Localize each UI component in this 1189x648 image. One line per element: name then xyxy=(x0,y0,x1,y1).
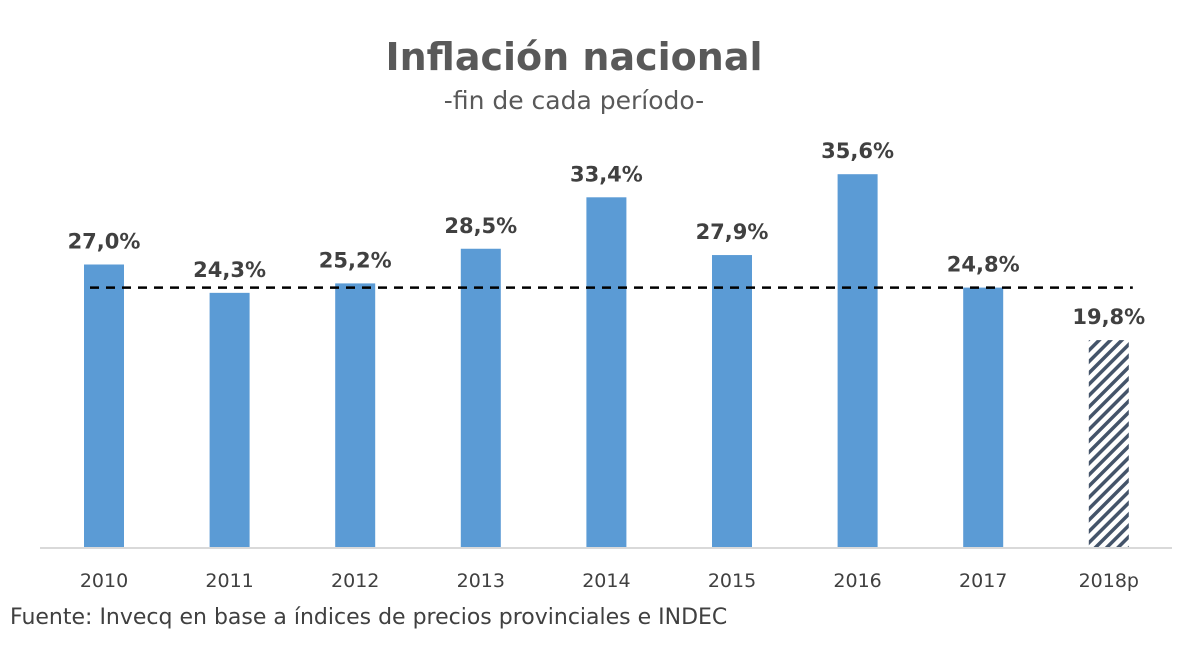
bar-2013 xyxy=(460,248,501,548)
x-tick-2011: 2011 xyxy=(205,570,253,592)
x-tick-2012: 2012 xyxy=(331,570,379,592)
data-label-2016: 35,6% xyxy=(821,139,894,163)
x-tick-2014: 2014 xyxy=(582,570,630,592)
x-tick-2017: 2017 xyxy=(959,570,1007,592)
x-tick-2010: 2010 xyxy=(80,570,128,592)
data-label-2015: 27,9% xyxy=(696,220,769,244)
bar-2012 xyxy=(335,283,376,548)
data-label-2017: 24,8% xyxy=(947,253,1020,277)
bar-2014 xyxy=(586,197,627,549)
bar-2015 xyxy=(712,255,752,549)
bar-2010 xyxy=(84,264,124,548)
x-tick-2015: 2015 xyxy=(708,570,756,592)
data-label-2011: 24,3% xyxy=(193,258,266,282)
bar-2016 xyxy=(837,174,878,548)
data-label-2013: 28,5% xyxy=(444,214,517,238)
bar-2018p xyxy=(1088,340,1129,548)
chart-subtitle: -fin de cada período- xyxy=(444,86,704,115)
data-label-2018p: 19,8% xyxy=(1072,305,1145,329)
source-note: Fuente: Invecq en base a índices de prec… xyxy=(10,605,727,630)
x-tick-2013: 2013 xyxy=(457,570,505,592)
chart-title: Inflación nacional xyxy=(385,35,762,79)
bar-2011 xyxy=(209,292,250,548)
data-labels-group: 27,0% 24,3% 25,2% 28,5% 33,4% 27,9% 35,6% 24,8%… xyxy=(68,139,1146,329)
data-label-2010: 27,0% xyxy=(68,230,141,254)
data-label-2012: 25,2% xyxy=(319,248,392,272)
bar-2017 xyxy=(963,287,1004,548)
x-ticks-group: 2010 2011 2012 2013 2014 2015 2016 2017 2018p xyxy=(80,570,1139,592)
x-tick-2018p: 2018p xyxy=(1079,570,1139,592)
data-label-2014: 33,4% xyxy=(570,162,643,186)
x-tick-2016: 2016 xyxy=(833,570,881,592)
bars-group xyxy=(84,174,1129,549)
